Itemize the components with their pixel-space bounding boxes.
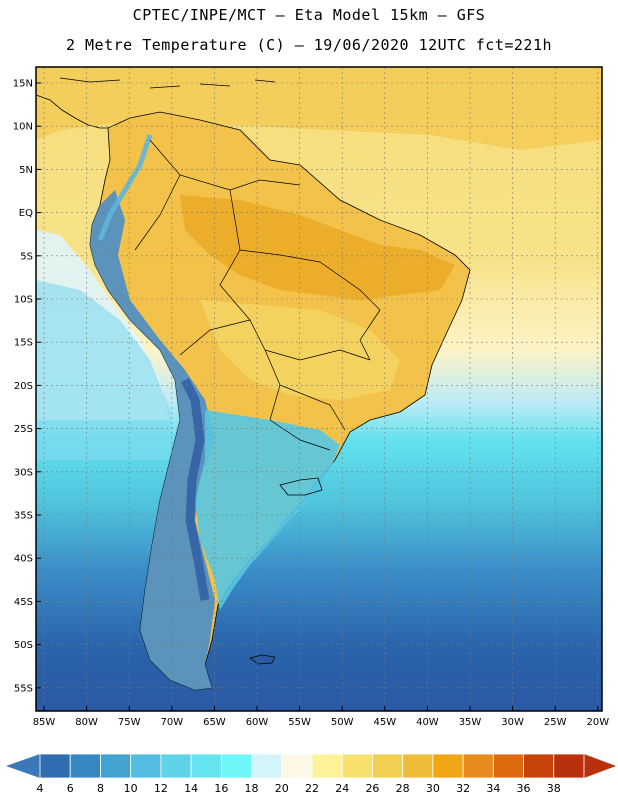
andes-ridge [180, 377, 210, 601]
colorbar-label: 4 [37, 782, 44, 795]
colorbar-label: 18 [245, 782, 259, 795]
colorbar-swatch [432, 753, 464, 779]
longitude-label: 85W [33, 717, 56, 728]
longitude-axis: 85W 80W 75W 70W 65W 60W 55W 50W 45W 40W 35W 30W 25W 2… [33, 706, 609, 728]
colorbar-label: 38 [547, 782, 561, 795]
falkland-islands [249, 654, 276, 665]
colorbar-label: 36 [517, 782, 531, 795]
latitude-label: 10N [13, 122, 33, 133]
colorbar-label: 30 [426, 782, 440, 795]
chart-title-line-1: CPTEC/INPE/MCT – Eta Model 15km – GFS [132, 6, 486, 24]
andes-north-ridge [97, 134, 153, 241]
latitude-label: 10S [14, 295, 33, 306]
colorbar: 4 6 8 10 12 14 16 18 20 22 24 26 28 30 32 34 36 38 [6, 753, 616, 795]
latitude-label: 20S [14, 381, 33, 392]
temperature-field [36, 67, 602, 691]
latitude-label: EQ [19, 208, 33, 219]
colorbar-swatch [523, 753, 555, 779]
colorbar-label: 12 [154, 782, 168, 795]
rio-de-la-plata [279, 477, 323, 496]
longitude-label: 40W [416, 717, 439, 728]
chart-title-line-2: 2 Metre Temperature (C) – 19/06/2020 12U… [65, 36, 553, 54]
colorbar-label: 16 [214, 782, 228, 795]
latitude-label: 25S [14, 424, 33, 435]
colorbar-swatch [281, 753, 313, 779]
country-borders [134, 139, 381, 451]
colorbar-swatch [160, 753, 192, 779]
latitude-label: 40S [14, 554, 33, 565]
colorbar-label: 8 [97, 782, 104, 795]
latitude-label: 35S [14, 511, 33, 522]
longitude-label: 35W [459, 717, 482, 728]
colorbar-swatch [372, 753, 404, 779]
colorbar-swatch [553, 753, 585, 779]
colorbar-low-cap [6, 754, 40, 778]
colorbar-label: 34 [486, 782, 500, 795]
longitude-label: 50W [331, 717, 354, 728]
longitude-label: 80W [75, 717, 98, 728]
longitude-label: 55W [288, 717, 311, 728]
colorbar-high-cap [584, 754, 616, 778]
latitude-label: 15S [14, 338, 33, 349]
longitude-label: 70W [160, 717, 183, 728]
latitude-label: 5N [19, 165, 33, 176]
central-america-coast [36, 94, 108, 129]
colorbar-label: 24 [335, 782, 349, 795]
colorbar-label: 10 [124, 782, 138, 795]
colorbar-swatch [100, 753, 132, 779]
colorbar-swatch [341, 753, 373, 779]
colorbar-swatch [39, 753, 71, 779]
colorbar-swatch [462, 753, 494, 779]
longitude-label: 75W [118, 717, 141, 728]
colorbar-label: 32 [456, 782, 470, 795]
caribbean-warm [36, 67, 602, 150]
colorbar-label: 28 [396, 782, 410, 795]
longitude-label: 20W [586, 717, 609, 728]
colorbar-swatch [190, 753, 222, 779]
longitude-label: 60W [246, 717, 269, 728]
andes-cool-region [90, 190, 215, 690]
colorbar-swatch [220, 753, 252, 779]
pacific-cool-band [36, 280, 175, 460]
colorbar-label: 26 [365, 782, 379, 795]
colorbar-swatch [69, 753, 101, 779]
southern-cone-land [195, 410, 340, 610]
caribbean-islands [59, 77, 276, 89]
latitude-label: 55S [14, 683, 33, 694]
central-warm-region [200, 300, 400, 400]
latitude-label: 30S [14, 467, 33, 478]
colorbar-label: 20 [275, 782, 289, 795]
colorbar-swatch [130, 753, 162, 779]
colorbar-swatch [402, 753, 434, 779]
latitude-axis: 15N 10N 5N EQ 5S 10S 15S 20S 25S 30S 35S 40S 45S 50S 5… [13, 79, 41, 694]
latitude-label: 50S [14, 640, 33, 651]
latitude-label: 15N [13, 79, 33, 90]
amazon-hot-region [180, 195, 455, 300]
longitude-label: 65W [203, 717, 226, 728]
longitude-label: 45W [373, 717, 396, 728]
graticule [36, 67, 602, 711]
colorbar-label: 14 [184, 782, 198, 795]
colorbar-swatch [492, 753, 524, 779]
colorbar-label: 6 [67, 782, 74, 795]
colorbar-label: 22 [305, 782, 319, 795]
latitude-label: 45S [14, 597, 33, 608]
colorbar-swatch [251, 753, 283, 779]
longitude-label: 30W [501, 717, 524, 728]
latitude-label: 5S [20, 251, 33, 262]
colorbar-swatch [311, 753, 343, 779]
map-border [35, 66, 603, 712]
longitude-label: 25W [544, 717, 567, 728]
